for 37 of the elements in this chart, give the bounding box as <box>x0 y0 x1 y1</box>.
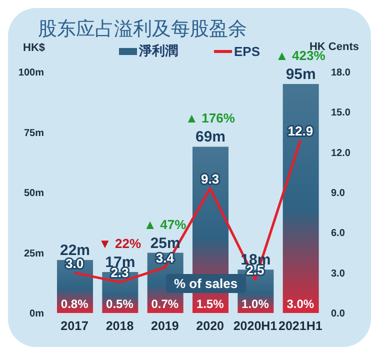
x-tick-label: 2021H1 <box>278 318 322 333</box>
annotation: ▲ 176% <box>185 110 236 126</box>
annotation: % of sales <box>166 274 246 293</box>
y2-tick-label: 18.0 <box>331 68 351 79</box>
y-tick-label: 0m <box>30 308 44 320</box>
y2-tick-label: 15.0 <box>331 108 351 119</box>
annotation: 0.7% <box>150 297 180 311</box>
y2-tick-label: 9.0 <box>331 188 346 200</box>
legend-label: EPS <box>234 44 260 58</box>
annotation: 0.5% <box>105 297 134 311</box>
data-label: 12.9 <box>288 123 314 138</box>
y2-tick-label: 0.0 <box>331 308 346 320</box>
x-tick-label: 2020 <box>196 318 224 333</box>
annotation: 3.0% <box>286 297 316 311</box>
y-axis-title: HK$ <box>23 42 46 54</box>
x-tick-label: 2018 <box>106 318 134 333</box>
annotation: 1.0% <box>240 297 270 311</box>
annotation: ▼ 22% <box>98 236 142 252</box>
y-tick-label: 75m <box>24 128 44 139</box>
data-label: 69m <box>195 128 226 146</box>
y2-tick-label: 3.0 <box>331 268 346 280</box>
y2-tick-label: 12.0 <box>331 148 351 159</box>
x-tick-label: 2017 <box>60 318 89 333</box>
y-tick-label: 100m <box>18 68 44 79</box>
y-tick-label: 25m <box>24 248 44 260</box>
y2-tick-label: 6.0 <box>331 228 346 240</box>
x-tick-label: 2020H1 <box>233 318 278 333</box>
annotation: ▲ 47% <box>144 216 187 232</box>
legend-label: 淨利潤 <box>138 42 178 60</box>
x-tick-label: 2019 <box>151 318 179 333</box>
annotation: 0.8% <box>60 297 90 311</box>
data-label: 9.3 <box>201 171 220 186</box>
chart-title: 股东应占溢利及每股盈余 <box>38 18 247 42</box>
y-tick-label: 50m <box>24 188 44 200</box>
data-label: 95m <box>286 66 316 84</box>
bar <box>282 84 319 313</box>
annotation: 1.5% <box>195 297 225 311</box>
